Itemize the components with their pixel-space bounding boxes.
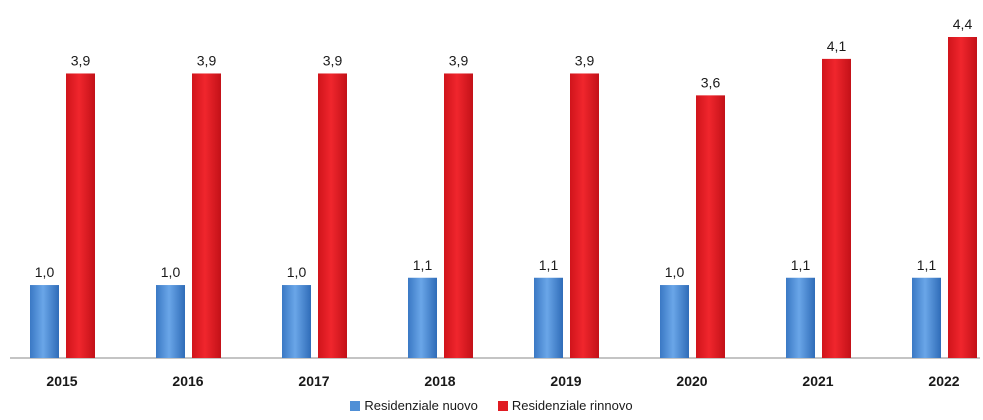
bar-rinnovo-2015 [66, 73, 95, 359]
value-label-rinnovo-2022: 4,4 [953, 16, 973, 32]
bar-nuovo-2016 [156, 285, 185, 358]
value-label-nuovo-2015: 1,0 [35, 264, 55, 280]
value-label-nuovo-2017: 1,0 [287, 264, 307, 280]
value-label-rinnovo-2021: 4,1 [827, 38, 847, 54]
value-label-nuovo-2021: 1,1 [791, 257, 811, 273]
bar-rinnovo-2019 [570, 73, 599, 359]
bar-nuovo-2018 [408, 277, 437, 358]
value-label-nuovo-2020: 1,0 [665, 264, 685, 280]
legend-swatch-rinnovo [497, 400, 508, 411]
bar-nuovo-2017 [282, 285, 311, 358]
x-tick-label-2015: 2015 [46, 373, 77, 389]
value-label-rinnovo-2018: 3,9 [449, 52, 469, 68]
value-label-nuovo-2022: 1,1 [917, 257, 937, 273]
legend: Residenziale nuovo Residenziale rinnovo [0, 398, 983, 413]
value-label-nuovo-2016: 1,0 [161, 264, 181, 280]
x-tick-label-2016: 2016 [172, 373, 203, 389]
value-label-rinnovo-2016: 3,9 [197, 52, 217, 68]
value-label-nuovo-2019: 1,1 [539, 257, 559, 273]
value-label-rinnovo-2019: 3,9 [575, 52, 595, 68]
bar-rinnovo-2018 [444, 73, 473, 359]
bar-nuovo-2021 [786, 277, 815, 358]
value-label-rinnovo-2017: 3,9 [323, 52, 343, 68]
bar-rinnovo-2020 [696, 95, 725, 358]
bar-nuovo-2015 [30, 285, 59, 358]
bar-rinnovo-2017 [318, 73, 347, 359]
legend-swatch-nuovo [350, 400, 361, 411]
legend-item-rinnovo: Residenziale rinnovo [497, 398, 633, 413]
bar-nuovo-2019 [534, 277, 563, 358]
x-tick-label-2017: 2017 [298, 373, 329, 389]
legend-label-nuovo: Residenziale nuovo [364, 398, 478, 413]
legend-label-rinnovo: Residenziale rinnovo [511, 398, 633, 413]
value-label-rinnovo-2020: 3,6 [701, 74, 721, 90]
bar-nuovo-2020 [660, 285, 689, 358]
x-tick-label-2019: 2019 [550, 373, 581, 389]
value-label-nuovo-2018: 1,1 [413, 257, 433, 273]
bar-rinnovo-2021 [822, 58, 851, 359]
legend-item-nuovo: Residenziale nuovo [350, 398, 478, 413]
bar-rinnovo-2016 [192, 73, 221, 359]
x-tick-label-2022: 2022 [928, 373, 959, 389]
x-tick-label-2018: 2018 [424, 373, 455, 389]
x-tick-label-2021: 2021 [802, 373, 833, 389]
value-label-rinnovo-2015: 3,9 [71, 52, 91, 68]
bar-nuovo-2022 [912, 277, 941, 358]
x-tick-label-2020: 2020 [676, 373, 707, 389]
bar-rinnovo-2022 [948, 37, 977, 358]
